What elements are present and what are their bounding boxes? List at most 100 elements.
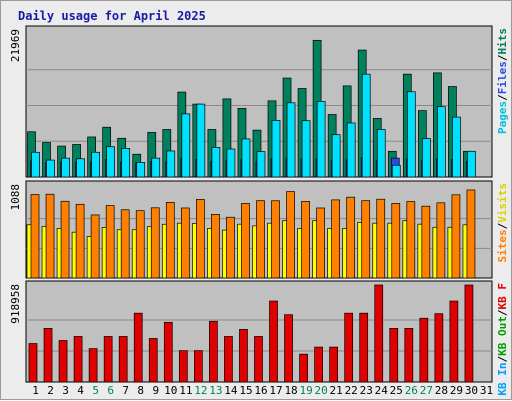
legend-entry: Pages bbox=[496, 101, 509, 134]
legend-entry: KB In bbox=[496, 363, 509, 396]
bar-sites bbox=[436, 202, 446, 279]
bar-kbytes bbox=[163, 321, 173, 383]
panels: 21969Pages/Files/Hits1088Sites/Visits918… bbox=[9, 25, 509, 396]
x-tick-label: 14 bbox=[224, 384, 238, 397]
bar-files bbox=[136, 162, 146, 178]
bar-files bbox=[346, 122, 356, 178]
bar-kbytes bbox=[254, 336, 263, 383]
legend-entry: / bbox=[496, 94, 509, 101]
x-tick-label: 17 bbox=[269, 384, 282, 397]
bar-sites bbox=[90, 214, 100, 279]
bar-sites bbox=[316, 207, 325, 279]
x-axis-labels: 1 2 3 4 5 6 7 8 9 10 11 12 13 14 15 16 17 18 19 20 21 22 23 24 2… bbox=[32, 384, 493, 397]
bar-files bbox=[376, 129, 386, 178]
bar-files bbox=[211, 147, 221, 178]
bar-kbytes bbox=[148, 338, 158, 383]
bar-files bbox=[467, 150, 476, 178]
x-tick-label: 21 bbox=[330, 384, 343, 397]
bar-kbytes bbox=[299, 353, 308, 383]
bar-kbytes bbox=[58, 340, 68, 383]
bar-files bbox=[331, 134, 341, 178]
bar-files bbox=[301, 120, 311, 178]
x-tick-label: 10 bbox=[164, 384, 177, 397]
bar-files bbox=[31, 151, 40, 178]
x-tick-label: 27 bbox=[420, 384, 433, 397]
bar-files bbox=[316, 101, 326, 178]
x-tick-label: 12 bbox=[194, 384, 207, 397]
bar-sites bbox=[135, 210, 145, 279]
legend: Pages/Files/Hits bbox=[496, 28, 509, 134]
bar-files bbox=[196, 103, 206, 178]
bar-files bbox=[256, 151, 266, 178]
bar-kbytes bbox=[359, 312, 369, 383]
bar-kbytes bbox=[73, 336, 83, 383]
bar-kbytes bbox=[209, 320, 218, 383]
bar-files bbox=[181, 113, 191, 178]
legend-entry: KB F bbox=[496, 283, 509, 310]
x-tick-label: 1 bbox=[32, 384, 39, 397]
bar-sites bbox=[196, 199, 205, 279]
legend-entry: Visits bbox=[496, 183, 509, 223]
bar-kbytes bbox=[103, 336, 113, 383]
legend-entry: / bbox=[496, 309, 509, 316]
bar-kbytes bbox=[269, 300, 278, 383]
bar-files bbox=[271, 120, 281, 178]
bar-files bbox=[166, 150, 176, 178]
bar-kbytes bbox=[194, 350, 203, 383]
x-tick-label: 2 bbox=[47, 384, 54, 397]
bar-sites bbox=[331, 199, 340, 279]
bar-kbytes bbox=[284, 314, 293, 383]
bar-files bbox=[391, 164, 401, 178]
bar-files bbox=[241, 138, 251, 178]
y-max-label: 1088 bbox=[9, 184, 22, 211]
bar-sites bbox=[45, 193, 55, 279]
bar-sites bbox=[271, 200, 280, 279]
bar-kbytes bbox=[88, 348, 98, 383]
bar-kbytes bbox=[178, 350, 188, 383]
bar-sites bbox=[241, 203, 250, 279]
bar-kbytes bbox=[314, 346, 323, 383]
bar-sites bbox=[120, 209, 130, 279]
bar-files bbox=[452, 116, 461, 178]
x-tick-label: 26 bbox=[405, 384, 418, 397]
legend: Sites/Visits bbox=[496, 183, 509, 263]
legend-entry: / bbox=[496, 222, 509, 229]
bar-sites bbox=[391, 203, 401, 279]
bar-kbytes bbox=[404, 328, 414, 383]
bar-files bbox=[121, 148, 131, 178]
chart-title: Daily usage for April 2025 bbox=[18, 9, 206, 23]
bar-kbytes bbox=[133, 312, 143, 383]
x-tick-label: 23 bbox=[360, 384, 373, 397]
x-tick-label: 13 bbox=[209, 384, 222, 397]
bar-sites bbox=[30, 194, 40, 279]
bar-sites bbox=[286, 191, 295, 279]
bar-sites bbox=[211, 214, 220, 279]
legend-entry: Sites bbox=[496, 229, 509, 262]
bar-kbytes bbox=[389, 328, 399, 383]
bar-sites bbox=[346, 196, 356, 279]
x-tick-label: 15 bbox=[239, 384, 252, 397]
bar-files bbox=[61, 157, 70, 178]
bar-files bbox=[226, 148, 236, 178]
legend-entry: Files bbox=[496, 61, 509, 94]
x-tick-label: 3 bbox=[62, 384, 69, 397]
bar-sites bbox=[256, 200, 265, 279]
legend: KB In/KB Out/KB F bbox=[496, 283, 509, 396]
x-tick-label: 4 bbox=[77, 384, 84, 397]
x-tick-label: 9 bbox=[152, 384, 159, 397]
x-tick-label: 30 bbox=[465, 384, 478, 397]
x-tick-label: 20 bbox=[315, 384, 328, 397]
bar-sites bbox=[105, 205, 115, 279]
bar-sites bbox=[466, 189, 476, 279]
bar-kbytes bbox=[344, 312, 354, 383]
bar-sites bbox=[376, 198, 386, 279]
legend-entry: Hits bbox=[496, 28, 509, 55]
bar-sites bbox=[75, 203, 85, 279]
x-tick-label: 6 bbox=[107, 384, 114, 397]
bar-sites bbox=[421, 205, 431, 279]
bar-files bbox=[91, 151, 100, 178]
bar-files bbox=[406, 91, 416, 178]
bar-files bbox=[106, 146, 116, 178]
